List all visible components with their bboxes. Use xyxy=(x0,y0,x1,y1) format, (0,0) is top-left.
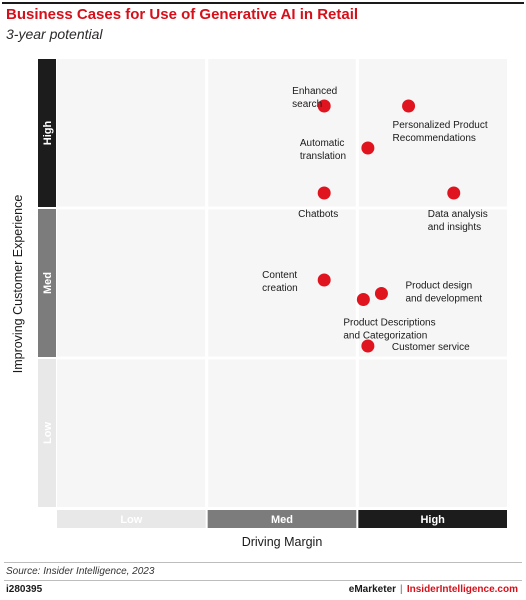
x-band-label-high: High xyxy=(420,514,445,526)
y-band-low xyxy=(38,359,56,507)
point-label-product-design-and-development: Product design and development xyxy=(405,281,482,305)
x-band-label-low: Low xyxy=(120,514,142,526)
plot-cell xyxy=(358,359,507,507)
y-band-label-med: Med xyxy=(42,272,54,294)
footer-rule-bottom xyxy=(4,580,522,581)
point-customer-service xyxy=(361,339,375,353)
point-label-chatbots: Chatbots xyxy=(298,209,338,220)
point-label-data-analysis-and-insights: Data analysis and insights xyxy=(428,209,488,233)
plot-cell xyxy=(358,59,507,207)
point-label-customer-service: Customer service xyxy=(392,342,470,353)
point-chatbots xyxy=(317,186,331,200)
point-data-analysis-and-insights xyxy=(447,186,461,200)
chart-subtitle: 3-year potential xyxy=(6,26,103,42)
brand-credit: eMarketer | InsiderIntelligence.com xyxy=(349,584,518,595)
brand-separator: | xyxy=(400,584,403,595)
plot-cell xyxy=(57,59,206,207)
x-band-low xyxy=(57,510,206,528)
point-product-design-and-development xyxy=(374,287,388,300)
chart-id: i280395 xyxy=(6,584,43,595)
x-band-med xyxy=(207,510,357,528)
plot-cell xyxy=(207,59,357,207)
brand-insider-intelligence: InsiderIntelligence.com xyxy=(406,584,518,595)
data-points: Enhanced search Personalized Product Recomm… xyxy=(262,86,488,353)
plot-cell xyxy=(57,359,206,507)
top-rule xyxy=(2,2,524,4)
y-band-label-low: Low xyxy=(42,422,54,444)
point-enhanced-search xyxy=(317,99,331,113)
plot-background xyxy=(56,58,508,508)
quadrant-chart: Low Med High Low Med High Enhanced search Perso… xyxy=(11,58,508,549)
footer-rule xyxy=(4,562,522,563)
source-note: Source: Insider Intelligence, 2023 xyxy=(6,566,155,577)
axis-bands: Low Med High Low Med High xyxy=(38,59,507,528)
x-axis-title: Driving Margin xyxy=(242,535,323,549)
x-band-label-med: Med xyxy=(271,514,293,526)
point-label-content-creation: Content creation xyxy=(262,270,298,294)
point-label-automatic-translation: Automatic translation xyxy=(300,138,346,162)
y-band-high xyxy=(38,59,56,207)
point-content-creation xyxy=(317,273,331,287)
point-automatic-translation xyxy=(361,141,375,155)
y-axis-title: Improving Customer Experience xyxy=(11,195,25,374)
chart-title: Business Cases for Use of Generative AI … xyxy=(6,6,359,23)
x-band-high xyxy=(358,510,507,528)
y-band-med xyxy=(38,209,56,357)
point-label-enhanced-search: Enhanced search xyxy=(292,86,337,110)
plot-cell xyxy=(207,209,357,357)
point-label-personalized-product-recommendations: Personalized Product Recommendations xyxy=(393,120,488,144)
point-label-product-descriptions-and-categorization: Product Descriptions and Categorization xyxy=(343,318,435,342)
plot-cell xyxy=(57,209,206,357)
point-product-descriptions-and-categorization xyxy=(356,293,370,306)
plot-cell xyxy=(358,209,507,357)
brand-emarketer: eMarketer xyxy=(348,584,397,595)
y-band-label-high: High xyxy=(42,121,54,146)
point-personalized-product-recommendations xyxy=(402,99,416,113)
plot-cell xyxy=(207,359,357,507)
